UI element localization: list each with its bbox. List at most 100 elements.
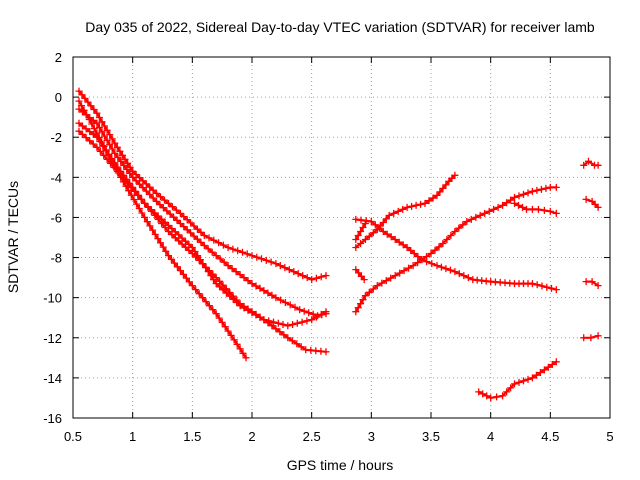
- data-point: [552, 183, 560, 191]
- data-point: [216, 283, 224, 291]
- data-point: [403, 244, 411, 251]
- data-point: [232, 268, 240, 276]
- data-point: [260, 287, 268, 295]
- data-point: [79, 130, 86, 138]
- data-point: [248, 252, 256, 260]
- data-point: [178, 234, 186, 242]
- data-point: [170, 213, 178, 221]
- data-point: [494, 203, 502, 211]
- data-point: [360, 276, 368, 284]
- data-point: [317, 273, 325, 281]
- data-point: [357, 228, 365, 235]
- data-point: [256, 313, 264, 321]
- data-point: [117, 173, 125, 181]
- data-point: [258, 255, 265, 263]
- data-point: [216, 255, 224, 263]
- data-point: [233, 340, 241, 348]
- data-point: [133, 200, 141, 208]
- data-point: [194, 252, 202, 260]
- data-point: [157, 239, 164, 247]
- data-point: [188, 244, 196, 251]
- data-point: [100, 142, 108, 150]
- data-point: [442, 181, 450, 189]
- data-point: [532, 371, 540, 379]
- data-point: [548, 361, 556, 368]
- data-point: [361, 220, 369, 227]
- data-point: [188, 282, 196, 290]
- series-pass-16: [580, 332, 602, 342]
- data-point: [546, 207, 554, 215]
- data-point: [154, 212, 162, 220]
- data-point: [130, 196, 138, 204]
- data-point: [421, 199, 429, 207]
- data-point: [297, 343, 305, 351]
- data-point: [215, 239, 223, 247]
- data-point: [98, 118, 106, 126]
- data-point: [118, 151, 126, 159]
- data-point: [272, 294, 280, 302]
- data-point: [262, 256, 270, 264]
- data-point: [515, 201, 522, 209]
- data-point: [173, 263, 181, 271]
- data-point: [89, 130, 97, 138]
- data-point: [373, 226, 381, 233]
- data-point: [191, 248, 199, 255]
- data-point: [83, 111, 91, 119]
- data-point: [322, 272, 330, 280]
- data-point: [224, 244, 232, 251]
- grid: [73, 57, 610, 418]
- data-point: [580, 161, 588, 169]
- data-point: [445, 177, 453, 185]
- data-point: [124, 159, 132, 167]
- data-point: [248, 280, 256, 288]
- data-point: [136, 174, 143, 182]
- data-point: [199, 260, 207, 268]
- data-point: [122, 182, 130, 190]
- data-point: [158, 215, 166, 223]
- data-point: [117, 157, 125, 165]
- data-point: [187, 229, 195, 237]
- data-point: [423, 258, 431, 266]
- data-point: [244, 306, 252, 314]
- data-point: [103, 136, 111, 144]
- data-point: [93, 129, 101, 137]
- data-point: [95, 124, 103, 131]
- data-point: [81, 94, 89, 102]
- data-point: [161, 218, 169, 226]
- y-tick-label: -14: [43, 371, 62, 386]
- x-tick-label: 3: [368, 429, 375, 444]
- data-point: [171, 228, 179, 236]
- data-point: [409, 262, 417, 270]
- data-point: [236, 302, 244, 310]
- data-point: [369, 229, 377, 237]
- data-point: [89, 140, 97, 148]
- data-point: [523, 205, 530, 213]
- data-point: [515, 378, 523, 386]
- data-point: [110, 160, 118, 168]
- data-point: [369, 285, 377, 293]
- data-point: [146, 191, 154, 198]
- data-point: [163, 207, 171, 215]
- data-point: [376, 222, 384, 230]
- data-point: [371, 221, 379, 229]
- data-point: [412, 201, 420, 209]
- series-pass-15: [582, 278, 602, 290]
- data-point: [352, 244, 360, 251]
- data-point: [507, 196, 515, 204]
- data-point: [95, 134, 103, 142]
- data-point: [520, 190, 527, 198]
- data-point: [463, 218, 471, 225]
- data-point: [359, 224, 367, 231]
- data-point: [410, 250, 418, 257]
- data-point: [396, 269, 404, 277]
- data-point: [252, 311, 260, 319]
- data-point: [391, 236, 399, 243]
- data-point: [447, 232, 455, 239]
- data-point: [236, 345, 244, 353]
- data-point: [378, 279, 386, 287]
- data-point: [552, 358, 560, 366]
- data-point: [204, 245, 212, 253]
- data-point: [199, 294, 207, 302]
- y-tick-label: -16: [43, 411, 62, 426]
- data-point: [546, 183, 554, 191]
